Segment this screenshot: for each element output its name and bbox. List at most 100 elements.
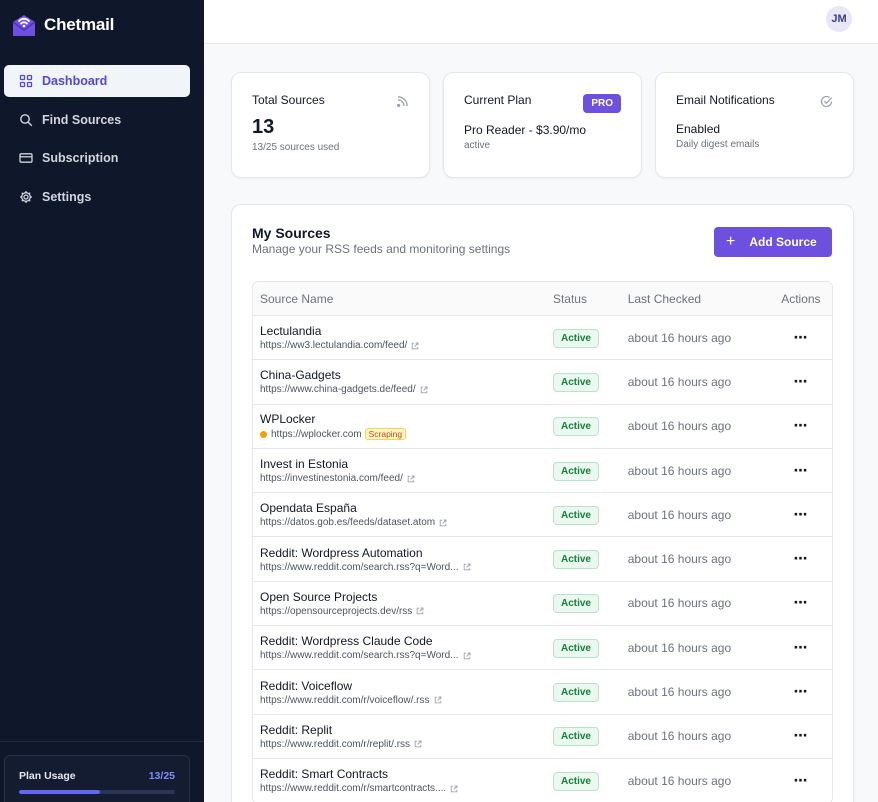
table-row[interactable]: Reddit: Replit https://www.reddit.com/r/…: [253, 714, 832, 759]
source-url[interactable]: https://www.china-gadgets.de/feed/: [260, 384, 416, 396]
external-link-icon[interactable]: [450, 785, 458, 793]
source-name: Reddit: Voiceflow: [260, 678, 353, 693]
table-row[interactable]: China-Gadgets https://www.china-gadgets.…: [253, 360, 832, 405]
external-link-icon[interactable]: [407, 475, 415, 483]
total-sources-sub: 13/25 sources used: [252, 142, 340, 153]
cell-status: Active: [546, 461, 621, 481]
external-link-icon[interactable]: [439, 519, 447, 527]
external-link-icon[interactable]: [420, 386, 428, 394]
table-row[interactable]: Reddit: Smart Contracts https://www.redd…: [253, 758, 832, 802]
cell-actions: ⋯: [770, 639, 832, 657]
cell-last-checked: about 16 hours ago: [621, 594, 770, 612]
card-title: Email Notifications: [676, 93, 775, 107]
table-row[interactable]: Reddit: Voiceflow https://www.reddit.com…: [253, 670, 832, 715]
more-actions-icon[interactable]: ⋯: [793, 328, 809, 345]
status-badge: Active: [552, 771, 599, 791]
more-actions-icon[interactable]: ⋯: [793, 683, 809, 700]
sidebar-item-find-sources[interactable]: Find Sources: [4, 104, 190, 136]
external-link-icon[interactable]: [416, 607, 424, 615]
last-checked: about 16 hours ago: [627, 419, 732, 434]
external-link-icon[interactable]: [434, 696, 442, 704]
cell-status: Active: [546, 549, 621, 570]
more-actions-icon[interactable]: ⋯: [793, 594, 809, 611]
sidebar-item-label: Find Sources: [42, 112, 122, 127]
last-checked: about 16 hours ago: [627, 552, 732, 567]
cell-last-checked: about 16 hours ago: [621, 683, 770, 701]
table-row[interactable]: Invest in Estonia https://investinestoni…: [253, 448, 832, 494]
status-badge: Active: [552, 638, 599, 658]
source-url[interactable]: https://www.reddit.com/r/replit/.rss: [260, 738, 411, 750]
source-url[interactable]: https://www.reddit.com/r/voiceflow/.rss: [260, 694, 430, 706]
external-link-icon[interactable]: [463, 563, 471, 571]
source-url[interactable]: https://www.reddit.com/r/smartcontracts.…: [260, 783, 447, 795]
table-row[interactable]: Lectulandia https://ww3.lectulandia.com/…: [253, 316, 832, 361]
table-row[interactable]: Open Source Projects https://opensourcep…: [253, 581, 832, 627]
cell-source: Reddit: Wordpress Automation https://www…: [253, 546, 546, 573]
external-link-icon[interactable]: [463, 652, 471, 660]
last-checked: about 16 hours ago: [627, 685, 732, 700]
card-icon: [19, 151, 33, 165]
avatar[interactable]: JM: [826, 6, 852, 32]
add-source-button[interactable]: + Add Source: [714, 227, 832, 257]
source-name: Reddit: Wordpress Automation: [260, 545, 423, 560]
more-actions-icon[interactable]: ⋯: [793, 417, 809, 434]
table-row[interactable]: WPLocker https://wplocker.com Scraping Ac…: [253, 404, 832, 449]
source-url[interactable]: https://datos.gob.es/feeds/dataset.atom: [260, 517, 436, 529]
check-circle-icon: [820, 95, 833, 108]
cell-actions: ⋯: [770, 373, 832, 391]
my-sources-panel: My Sources Manage your RSS feeds and mon…: [231, 204, 854, 802]
top-header: JM: [204, 0, 878, 44]
source-name: Lectulandia: [260, 324, 322, 339]
brand[interactable]: Chetmail: [10, 10, 114, 40]
source-url[interactable]: https://wplocker.com: [271, 428, 362, 440]
table-row[interactable]: Reddit: Wordpress Claude Code https://ww…: [253, 626, 832, 671]
last-checked: about 16 hours ago: [627, 374, 732, 389]
source-url-line: https://investinestonia.com/feed/: [260, 473, 546, 484]
cell-status: Active: [546, 328, 621, 348]
source-url[interactable]: https://opensourceprojects.dev/rss: [260, 605, 413, 617]
source-url[interactable]: https://www.reddit.com/search.rss?q=Word…: [260, 561, 459, 573]
table-row[interactable]: Opendata España https://datos.gob.es/fee…: [253, 493, 832, 538]
external-link-icon[interactable]: [414, 740, 422, 748]
plan-usage-count: 13/25: [148, 770, 175, 782]
more-actions-icon[interactable]: ⋯: [793, 372, 809, 389]
more-actions-icon[interactable]: ⋯: [793, 727, 809, 744]
email-sub: Daily digest emails: [676, 139, 760, 150]
total-sources-value: 13: [252, 116, 275, 138]
more-actions-icon[interactable]: ⋯: [793, 638, 809, 655]
status-badge: Active: [552, 461, 599, 481]
more-actions-icon[interactable]: ⋯: [793, 550, 809, 567]
cell-actions: ⋯: [770, 417, 832, 435]
cell-actions: ⋯: [770, 462, 832, 480]
search-icon: [19, 113, 33, 127]
sidebar: Chetmail Dashboard Find Sources Subscrip…: [0, 0, 204, 802]
cell-last-checked: about 16 hours ago: [621, 417, 770, 435]
source-name: Reddit: Wordpress Claude Code: [260, 634, 433, 649]
plan-usage: Plan Usage 13/25: [4, 755, 190, 802]
source-name: Reddit: Smart Contracts: [260, 767, 389, 782]
cell-actions: ⋯: [770, 329, 832, 347]
sidebar-item-dashboard[interactable]: Dashboard: [4, 65, 190, 97]
sidebar-nav: Dashboard Find Sources Subscription Sett…: [4, 65, 190, 219]
source-url[interactable]: https://investinestonia.com/feed/: [260, 473, 403, 485]
source-url-line: https://ww3.lectulandia.com/feed/: [260, 340, 546, 351]
sidebar-item-subscription[interactable]: Subscription: [4, 142, 190, 174]
source-url[interactable]: https://ww3.lectulandia.com/feed/: [260, 340, 408, 352]
more-actions-icon[interactable]: ⋯: [793, 505, 809, 522]
card-title: Current Plan: [464, 93, 532, 107]
source-url-line: https://www.china-gadgets.de/feed/: [260, 384, 546, 395]
last-checked: about 16 hours ago: [627, 640, 732, 655]
pro-badge: PRO: [583, 94, 621, 113]
more-actions-icon[interactable]: ⋯: [793, 461, 809, 478]
cell-last-checked: about 16 hours ago: [621, 550, 770, 568]
cell-source: Opendata España https://datos.gob.es/fee…: [253, 501, 546, 528]
table-row[interactable]: Reddit: Wordpress Automation https://www…: [253, 537, 832, 582]
sidebar-item-settings[interactable]: Settings: [4, 181, 190, 213]
more-actions-icon[interactable]: ⋯: [793, 771, 809, 788]
source-url-line: https://www.reddit.com/search.rss?q=Word…: [260, 650, 546, 661]
external-link-icon[interactable]: [411, 342, 419, 350]
add-source-label: Add Source: [749, 235, 817, 249]
source-url[interactable]: https://www.reddit.com/search.rss?q=Word…: [260, 650, 459, 662]
source-url-line: https://wplocker.com Scraping: [260, 428, 546, 441]
cell-last-checked: about 16 hours ago: [621, 506, 770, 524]
